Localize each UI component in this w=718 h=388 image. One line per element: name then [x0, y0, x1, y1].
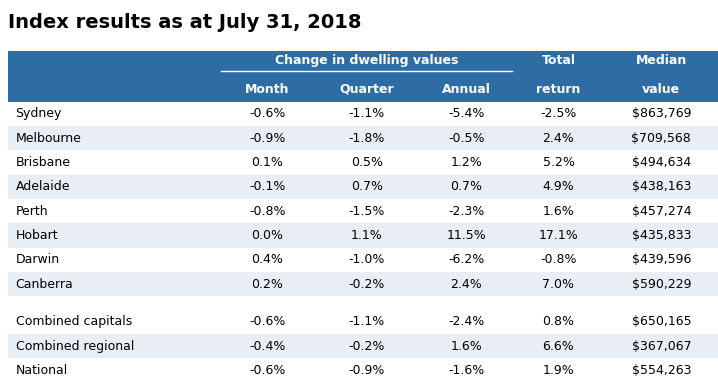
Text: 5.2%: 5.2%	[543, 156, 574, 169]
Text: -1.5%: -1.5%	[349, 204, 385, 218]
Text: Combined regional: Combined regional	[16, 340, 134, 353]
Text: -0.6%: -0.6%	[249, 107, 286, 120]
Text: Sydney: Sydney	[16, 107, 62, 120]
Bar	[9, 310, 718, 334]
Text: -0.8%: -0.8%	[249, 204, 286, 218]
Text: -2.5%: -2.5%	[540, 107, 577, 120]
Text: -1.6%: -1.6%	[448, 364, 485, 377]
Text: 6.6%: 6.6%	[543, 340, 574, 353]
Text: $590,229: $590,229	[632, 277, 691, 291]
Text: 0.5%: 0.5%	[351, 156, 383, 169]
Text: 0.1%: 0.1%	[251, 156, 284, 169]
Text: $494,634: $494,634	[632, 156, 691, 169]
Text: -0.6%: -0.6%	[249, 364, 286, 377]
Text: $863,769: $863,769	[632, 107, 691, 120]
Text: Index results as at July 31, 2018: Index results as at July 31, 2018	[9, 13, 362, 32]
Bar	[9, 223, 718, 248]
Text: -2.3%: -2.3%	[448, 204, 485, 218]
Text: -0.9%: -0.9%	[249, 132, 286, 145]
Bar	[9, 248, 718, 272]
Text: -0.9%: -0.9%	[349, 364, 385, 377]
Text: 0.4%: 0.4%	[251, 253, 284, 266]
Bar	[9, 199, 718, 223]
Text: Darwin: Darwin	[16, 253, 60, 266]
Text: Brisbane: Brisbane	[16, 156, 70, 169]
Bar	[9, 150, 718, 175]
Text: 2.4%: 2.4%	[450, 277, 482, 291]
Bar	[9, 359, 718, 383]
Text: 1.6%: 1.6%	[543, 204, 574, 218]
Text: return: return	[536, 83, 581, 95]
Text: 4.9%: 4.9%	[543, 180, 574, 193]
Text: Median: Median	[635, 54, 687, 67]
Text: Hobart: Hobart	[16, 229, 58, 242]
Bar	[9, 52, 718, 76]
Text: Quarter: Quarter	[340, 83, 394, 95]
Text: 0.7%: 0.7%	[450, 180, 482, 193]
Text: 0.8%: 0.8%	[543, 315, 574, 328]
Text: 0.0%: 0.0%	[251, 229, 284, 242]
Text: -0.2%: -0.2%	[349, 340, 385, 353]
Bar	[9, 334, 718, 359]
Text: -1.0%: -1.0%	[349, 253, 385, 266]
Text: 1.6%: 1.6%	[450, 340, 482, 353]
Text: $438,163: $438,163	[632, 180, 691, 193]
Text: -0.2%: -0.2%	[349, 277, 385, 291]
Text: -0.4%: -0.4%	[249, 340, 286, 353]
Text: -1.1%: -1.1%	[349, 315, 385, 328]
Text: Total: Total	[541, 54, 575, 67]
Text: $650,165: $650,165	[632, 315, 691, 328]
Text: 2.4%: 2.4%	[543, 132, 574, 145]
Text: -1.1%: -1.1%	[349, 107, 385, 120]
Text: $439,596: $439,596	[632, 253, 691, 266]
Text: National: National	[16, 364, 67, 377]
Text: $367,067: $367,067	[632, 340, 691, 353]
Text: -0.6%: -0.6%	[249, 315, 286, 328]
Text: Perth: Perth	[16, 204, 48, 218]
Text: Annual: Annual	[442, 83, 490, 95]
Text: -0.8%: -0.8%	[540, 253, 577, 266]
Text: 1.9%: 1.9%	[543, 364, 574, 377]
Text: Change in dwelling values: Change in dwelling values	[275, 54, 459, 67]
Text: -5.4%: -5.4%	[448, 107, 485, 120]
Text: -0.5%: -0.5%	[448, 132, 485, 145]
Text: 1.1%: 1.1%	[351, 229, 383, 242]
Bar	[9, 272, 718, 296]
Text: $554,263: $554,263	[632, 364, 691, 377]
Text: $435,833: $435,833	[632, 229, 691, 242]
Text: -2.4%: -2.4%	[448, 315, 485, 328]
Text: $709,568: $709,568	[632, 132, 691, 145]
Text: -0.1%: -0.1%	[249, 180, 286, 193]
Text: value: value	[643, 83, 681, 95]
Text: -6.2%: -6.2%	[448, 253, 485, 266]
Bar	[9, 296, 718, 310]
Text: 11.5%: 11.5%	[447, 229, 486, 242]
Bar	[9, 102, 718, 126]
Text: 0.2%: 0.2%	[251, 277, 284, 291]
Text: Melbourne: Melbourne	[16, 132, 81, 145]
Bar	[9, 76, 718, 102]
Text: Month: Month	[246, 83, 290, 95]
Text: 17.1%: 17.1%	[538, 229, 578, 242]
Text: $457,274: $457,274	[632, 204, 691, 218]
Text: Adelaide: Adelaide	[16, 180, 70, 193]
Text: 0.7%: 0.7%	[351, 180, 383, 193]
Text: Canberra: Canberra	[16, 277, 73, 291]
Bar	[9, 126, 718, 150]
Bar	[9, 175, 718, 199]
Text: -1.8%: -1.8%	[349, 132, 385, 145]
Text: Combined capitals: Combined capitals	[16, 315, 132, 328]
Text: 7.0%: 7.0%	[543, 277, 574, 291]
Text: 1.2%: 1.2%	[450, 156, 482, 169]
